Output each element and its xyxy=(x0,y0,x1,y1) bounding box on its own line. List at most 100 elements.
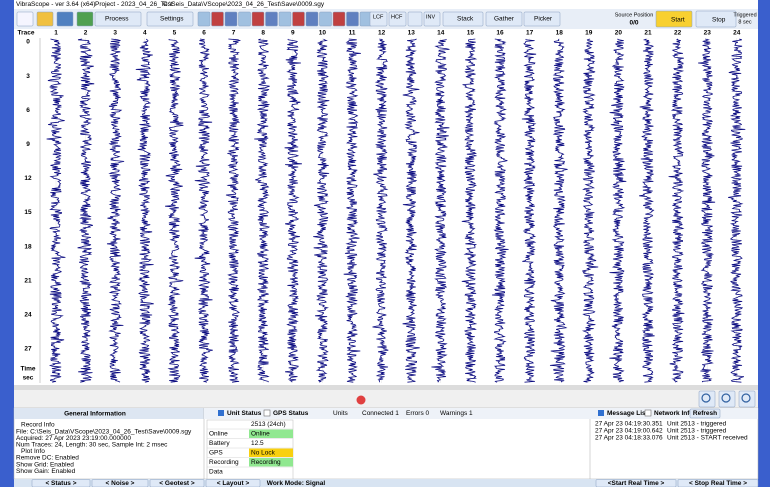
trace-number: 21 xyxy=(644,30,652,37)
lcf-button[interactable] xyxy=(369,11,388,27)
stop-rt-label: < Stop Real Time > xyxy=(689,480,747,487)
zoom-button[interactable] xyxy=(718,390,736,408)
seismic-trace xyxy=(254,38,271,383)
lcf-label: LCF xyxy=(373,14,384,20)
tool-icon[interactable] xyxy=(251,11,265,27)
file-path: C:\Seis_Data\VScope\2023_04_26_Test\Save… xyxy=(163,1,325,8)
info-line: Remove DC: Enabled xyxy=(16,455,79,462)
record-indicator xyxy=(356,395,366,405)
hcf-button[interactable] xyxy=(388,11,407,27)
error-count: Errors 0 xyxy=(406,410,430,417)
tool-icon[interactable] xyxy=(278,11,292,27)
tool-icon[interactable] xyxy=(265,11,278,27)
title-bar xyxy=(14,0,758,9)
stop-rt-button[interactable] xyxy=(677,479,759,487)
start-rt-button[interactable] xyxy=(595,479,677,487)
geotest-button[interactable] xyxy=(149,479,205,487)
zoom-button[interactable] xyxy=(698,390,716,408)
trace-number: 2 xyxy=(84,30,88,37)
triggered-label: Triggered xyxy=(733,12,756,18)
picker-button[interactable] xyxy=(523,11,561,27)
trace-number: 22 xyxy=(674,30,682,37)
toolbar-icon[interactable] xyxy=(76,11,94,27)
time-tick-label: 18 xyxy=(24,243,32,250)
seismic-trace xyxy=(521,38,537,383)
unit-status-checkbox[interactable] xyxy=(218,410,224,416)
layout-button[interactable] xyxy=(205,479,261,487)
tool-icon[interactable] xyxy=(407,11,423,27)
refresh-button[interactable] xyxy=(689,408,721,419)
tool-icon[interactable] xyxy=(224,11,238,27)
triggered-value: 8 sec xyxy=(738,19,751,25)
seismic-trace xyxy=(135,38,154,383)
info-line: Record Info xyxy=(21,422,55,429)
seismic-trace xyxy=(549,38,568,383)
message-list-tab: Message List xyxy=(607,410,649,417)
noise-button[interactable] xyxy=(91,479,149,487)
status-cell-bg xyxy=(249,429,293,438)
gather-button[interactable] xyxy=(485,11,523,27)
seismic-trace xyxy=(639,38,655,383)
trace-number: 16 xyxy=(496,30,504,37)
trace-number: 20 xyxy=(615,30,623,37)
toolbar-icon[interactable] xyxy=(16,11,34,27)
tool-icon[interactable] xyxy=(197,11,211,27)
noise-label: < Noise > xyxy=(106,480,135,487)
trace-number: 4 xyxy=(143,30,147,37)
message-text: Unit 2513 - triggered xyxy=(667,421,727,428)
info-line: Plot Info xyxy=(21,448,45,455)
zoom-icon xyxy=(721,393,731,403)
row-value: Online xyxy=(251,431,270,438)
time-tick-label: 9 xyxy=(26,141,30,148)
toolbar-icon[interactable] xyxy=(36,11,54,27)
time-tick-label: 3 xyxy=(26,73,30,80)
inv-button[interactable] xyxy=(423,11,441,27)
gps-status-tab: GPS Status xyxy=(273,410,309,417)
seismic-trace xyxy=(284,38,302,383)
network-info-checkbox[interactable] xyxy=(644,409,652,417)
tool-icon[interactable] xyxy=(211,11,224,27)
trace-number: 8 xyxy=(261,30,265,37)
gps-status-checkbox[interactable] xyxy=(263,409,271,417)
status-button[interactable] xyxy=(31,479,91,487)
seismic-trace xyxy=(77,38,95,383)
stop-button[interactable] xyxy=(695,10,737,28)
tool-icon[interactable] xyxy=(319,11,332,27)
seismic-trace xyxy=(728,38,746,383)
message-header-bg xyxy=(590,408,758,419)
tool-icon[interactable] xyxy=(292,11,305,27)
trace-number: 23 xyxy=(704,30,712,37)
tool-icon[interactable] xyxy=(346,11,359,27)
general-info-header-bg xyxy=(14,408,204,419)
trace-number: 15 xyxy=(467,30,475,37)
message-time: 27 Apr 23 04:19:30.351 xyxy=(595,421,663,428)
tool-icon[interactable] xyxy=(305,11,319,27)
process-button[interactable] xyxy=(94,11,142,27)
seismic-trace xyxy=(46,38,66,383)
tool-icon[interactable] xyxy=(332,11,346,27)
tool-icon[interactable] xyxy=(238,11,251,27)
stack-button[interactable] xyxy=(442,11,484,27)
trace-number: 1 xyxy=(54,30,58,37)
toolbar-icon[interactable] xyxy=(56,11,74,27)
trace-number: 12 xyxy=(378,30,386,37)
row-label: Recording xyxy=(209,459,239,466)
message-list-checkbox[interactable] xyxy=(598,410,604,416)
scrollbar[interactable] xyxy=(14,385,758,390)
start-button[interactable] xyxy=(655,10,693,28)
hcf-label: HCF xyxy=(391,14,403,20)
time-tick-label: 0 xyxy=(26,39,30,46)
time-tick-label: 6 xyxy=(26,107,30,114)
zoom-button[interactable] xyxy=(738,390,756,408)
start-label: Start xyxy=(671,17,685,24)
time-tick-label: 27 xyxy=(24,346,32,353)
settings-button[interactable] xyxy=(146,11,194,27)
row-label: Online xyxy=(209,431,228,438)
refresh-label: Refresh xyxy=(693,410,717,417)
units-label: Units xyxy=(333,410,349,417)
seismic-trace xyxy=(106,38,125,383)
seismic-trace xyxy=(225,38,242,383)
row-value: 12.5 xyxy=(251,440,264,447)
info-line: Acquired: 27 Apr 2023 23:19:00.000000 xyxy=(16,435,131,442)
time-label: Time xyxy=(20,366,35,373)
